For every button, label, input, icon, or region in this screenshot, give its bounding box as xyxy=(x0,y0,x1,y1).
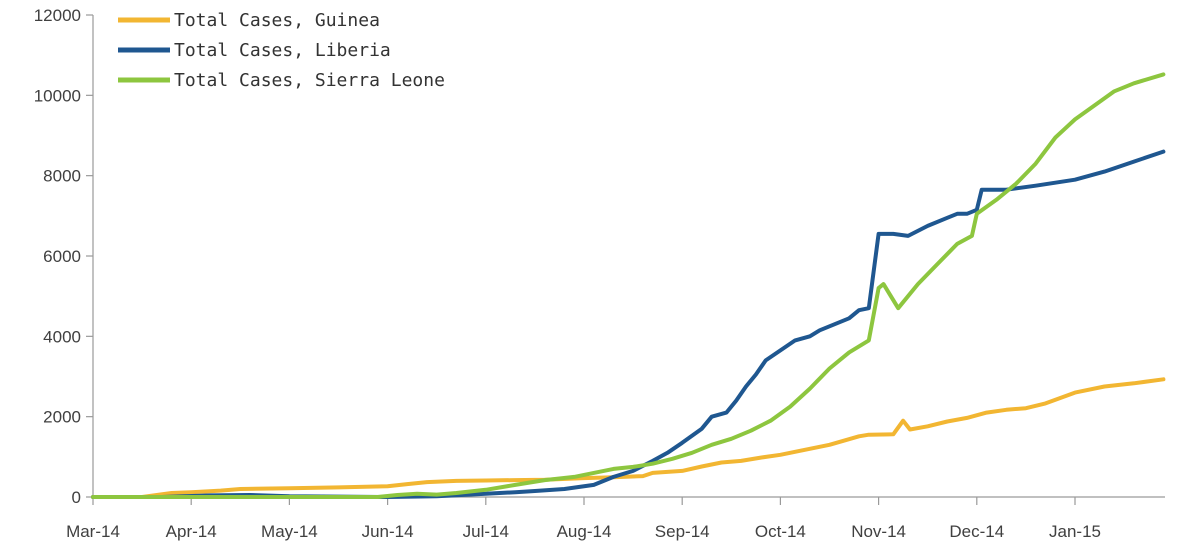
legend-label-0: Total Cases, Guinea xyxy=(174,10,380,31)
y-tick-label: 6000 xyxy=(43,247,81,266)
x-tick-label: Jul-14 xyxy=(463,522,509,541)
x-tick-label: Jun-14 xyxy=(362,522,414,541)
y-tick-label: 10000 xyxy=(34,86,81,105)
x-tick-label: Nov-14 xyxy=(851,522,906,541)
x-tick-label: Mar-14 xyxy=(66,522,120,541)
x-tick-label: Jan-15 xyxy=(1049,522,1101,541)
legend: Total Cases, Guinea Total Cases, Liberia T… xyxy=(118,10,445,91)
y-tick-label: 2000 xyxy=(43,408,81,427)
x-tick-label: Sep-14 xyxy=(655,522,710,541)
y-tick-label: 12000 xyxy=(34,6,81,25)
axes: 0 2000 4000 6000 8000 10000 12000 Mar-14 Apr-14 M… xyxy=(34,6,1165,541)
x-tick-label: Dec-14 xyxy=(949,522,1004,541)
legend-label-1: Total Cases, Liberia xyxy=(174,40,391,61)
x-tick-label: Oct-14 xyxy=(755,522,806,541)
y-tick-label: 4000 xyxy=(43,327,81,346)
legend-label-2: Total Cases, Sierra Leone xyxy=(174,70,445,91)
series-line-1 xyxy=(91,149,1166,499)
x-tick-label: Aug-14 xyxy=(557,522,612,541)
series-layer xyxy=(91,72,1166,499)
y-tick-label: 0 xyxy=(72,488,81,507)
x-tick-label: Apr-14 xyxy=(166,522,217,541)
x-tick-label: May-14 xyxy=(261,522,318,541)
y-tick-label: 8000 xyxy=(43,167,81,186)
series-line-0 xyxy=(91,377,1166,499)
series-line-2 xyxy=(91,72,1166,499)
